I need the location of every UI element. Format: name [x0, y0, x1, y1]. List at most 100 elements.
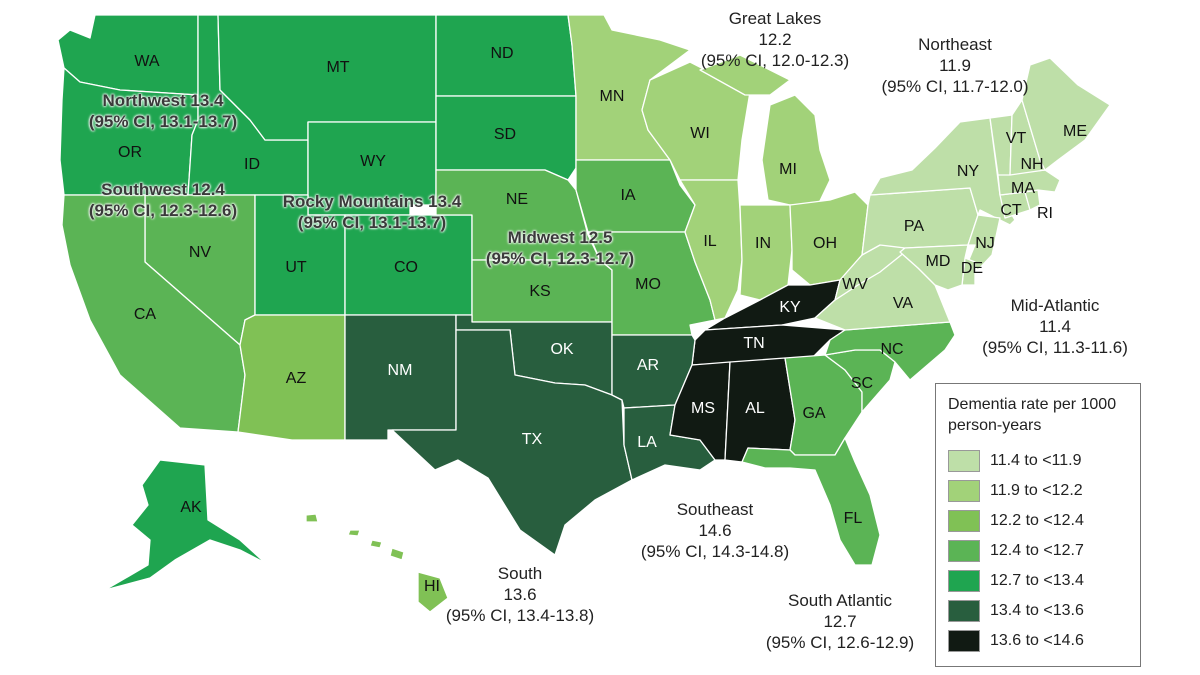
state-ME [1021, 57, 1111, 171]
state-label-id: ID [244, 156, 260, 173]
state-label-ga: GA [802, 405, 825, 422]
legend-swatch [948, 540, 980, 562]
region-south-rate: 13.6 [503, 585, 537, 604]
state-TX [391, 329, 633, 556]
state-MD [899, 244, 969, 291]
legend-swatch [948, 510, 980, 532]
state-label-mi: MI [779, 161, 797, 178]
state-label-ut: UT [285, 259, 307, 276]
state-label-fl: FL [844, 510, 863, 527]
state-label-ky: KY [779, 299, 801, 316]
region-great-lakes-rate: 12.2 [758, 30, 792, 49]
state-label-nm: NM [388, 362, 413, 379]
state-label-wy: WY [360, 153, 386, 170]
region-midwest-ci: (95% CI, 12.3-12.7) [485, 249, 635, 268]
legend-title-line1: Dementia rate per 1000 [948, 396, 1117, 413]
state-label-tn: TN [743, 335, 764, 352]
state-label-co: CO [394, 259, 418, 276]
state-label-wi: WI [690, 125, 710, 142]
state-label-mt: MT [326, 59, 349, 76]
state-label-pa: PA [904, 218, 924, 235]
region-label-midwest: Midwest 12.5 (95% CI, 12.3-12.7) [455, 227, 665, 269]
state-label-nh: NH [1020, 156, 1043, 173]
state-label-ri: RI [1037, 205, 1053, 222]
legend-title-line2: person-years [948, 417, 1042, 434]
region-southeast-ci: (95% CI, 14.3-14.8) [640, 542, 790, 561]
state-MA [997, 169, 1061, 196]
state-label-in: IN [755, 235, 771, 252]
region-southeast-name: Southeast [676, 500, 754, 519]
state-label-ak: AK [180, 499, 202, 516]
state-label-tx: TX [522, 431, 543, 448]
legend-title: Dementia rate per 1000 person-years [948, 394, 1138, 436]
state-AK [104, 459, 276, 591]
state-label-or: OR [118, 144, 142, 161]
region-label-rocky-mountains: Rocky Mountains 13.4 (95% CI, 13.1-13.7) [262, 191, 482, 233]
state-label-ks: KS [529, 283, 550, 300]
state-NC [824, 321, 956, 381]
region-south-ci: (95% CI, 13.4-13.8) [445, 606, 595, 625]
region-label-mid-atlantic: Mid-Atlantic 11.4 (95% CI, 11.3-11.6) [950, 295, 1160, 358]
region-midwest-name: Midwest 12.5 [507, 228, 613, 247]
region-mid-atlantic-ci: (95% CI, 11.3-11.6) [982, 338, 1128, 357]
state-label-md: MD [926, 253, 951, 270]
state-label-va: VA [893, 295, 913, 312]
legend-swatch [948, 450, 980, 472]
state-label-al: AL [745, 400, 765, 417]
state-label-ny: NY [957, 163, 980, 180]
region-south-atlantic-ci: (95% CI, 12.6-12.9) [765, 633, 915, 652]
region-rocky-mountains-name: Rocky Mountains 13.4 [282, 192, 462, 211]
legend-swatch [948, 600, 980, 622]
region-south-atlantic-rate: 12.7 [823, 612, 857, 631]
region-northeast-rate: 11.9 [939, 56, 971, 75]
state-label-ca: CA [134, 306, 157, 323]
region-southeast-rate: 14.6 [698, 521, 732, 540]
legend-item-label: 13.4 to <13.6 [990, 602, 1084, 619]
state-label-wv: WV [842, 276, 868, 293]
state-label-me: ME [1063, 123, 1087, 140]
state-label-vt: VT [1006, 130, 1027, 147]
state-label-mn: MN [600, 88, 625, 105]
state-label-nc: NC [880, 341, 903, 358]
region-label-great-lakes: Great Lakes 12.2 (95% CI, 12.0-12.3) [675, 8, 875, 71]
legend-swatch [948, 630, 980, 652]
region-label-south-atlantic: South Atlantic 12.7 (95% CI, 12.6-12.9) [740, 590, 940, 653]
legend-swatch [948, 570, 980, 592]
region-label-south: South 13.6 (95% CI, 13.4-13.8) [420, 563, 620, 626]
state-label-wa: WA [134, 53, 160, 70]
state-label-nv: NV [189, 244, 212, 261]
state-label-hi: HI [424, 578, 440, 595]
state-label-ct: CT [1000, 202, 1022, 219]
map-legend: Dementia rate per 1000 person-years 11.4… [935, 383, 1141, 667]
state-IN [739, 204, 793, 301]
region-mid-atlantic-rate: 11.4 [1039, 317, 1071, 336]
region-great-lakes-name: Great Lakes [728, 9, 822, 28]
region-northeast-name: Northeast [918, 35, 992, 54]
state-label-sd: SD [494, 126, 516, 143]
state-label-ms: MS [691, 400, 715, 417]
state-FL [741, 437, 881, 566]
legend-item-label: 11.4 to <11.9 [990, 452, 1082, 469]
state-label-ok: OK [550, 341, 573, 358]
state-label-la: LA [637, 434, 657, 451]
region-rocky-mountains-ci: (95% CI, 13.1-13.7) [297, 213, 447, 232]
region-south-name: South [497, 564, 543, 583]
state-CA [61, 194, 246, 433]
region-northeast-ci: (95% CI, 11.7-12.0) [881, 77, 1029, 96]
region-southwest-ci: (95% CI, 12.3-12.6) [88, 201, 238, 220]
region-label-northwest: Northwest 13.4 (95% CI, 13.1-13.7) [48, 90, 278, 132]
state-label-sc: SC [851, 375, 873, 392]
state-label-nj: NJ [975, 235, 995, 252]
state-label-mo: MO [635, 276, 661, 293]
legend-item-label: 12.2 to <12.4 [990, 512, 1084, 529]
legend-swatch [948, 480, 980, 502]
region-label-southeast: Southeast 14.6 (95% CI, 14.3-14.8) [615, 499, 815, 562]
region-southwest-name: Southwest 12.4 [101, 180, 225, 199]
region-label-southwest: Southwest 12.4 (95% CI, 12.3-12.6) [48, 179, 278, 221]
state-label-oh: OH [813, 235, 837, 252]
state-label-ma: MA [1011, 180, 1035, 197]
legend-item-label: 11.9 to <12.2 [990, 482, 1083, 499]
state-label-de: DE [961, 260, 983, 277]
